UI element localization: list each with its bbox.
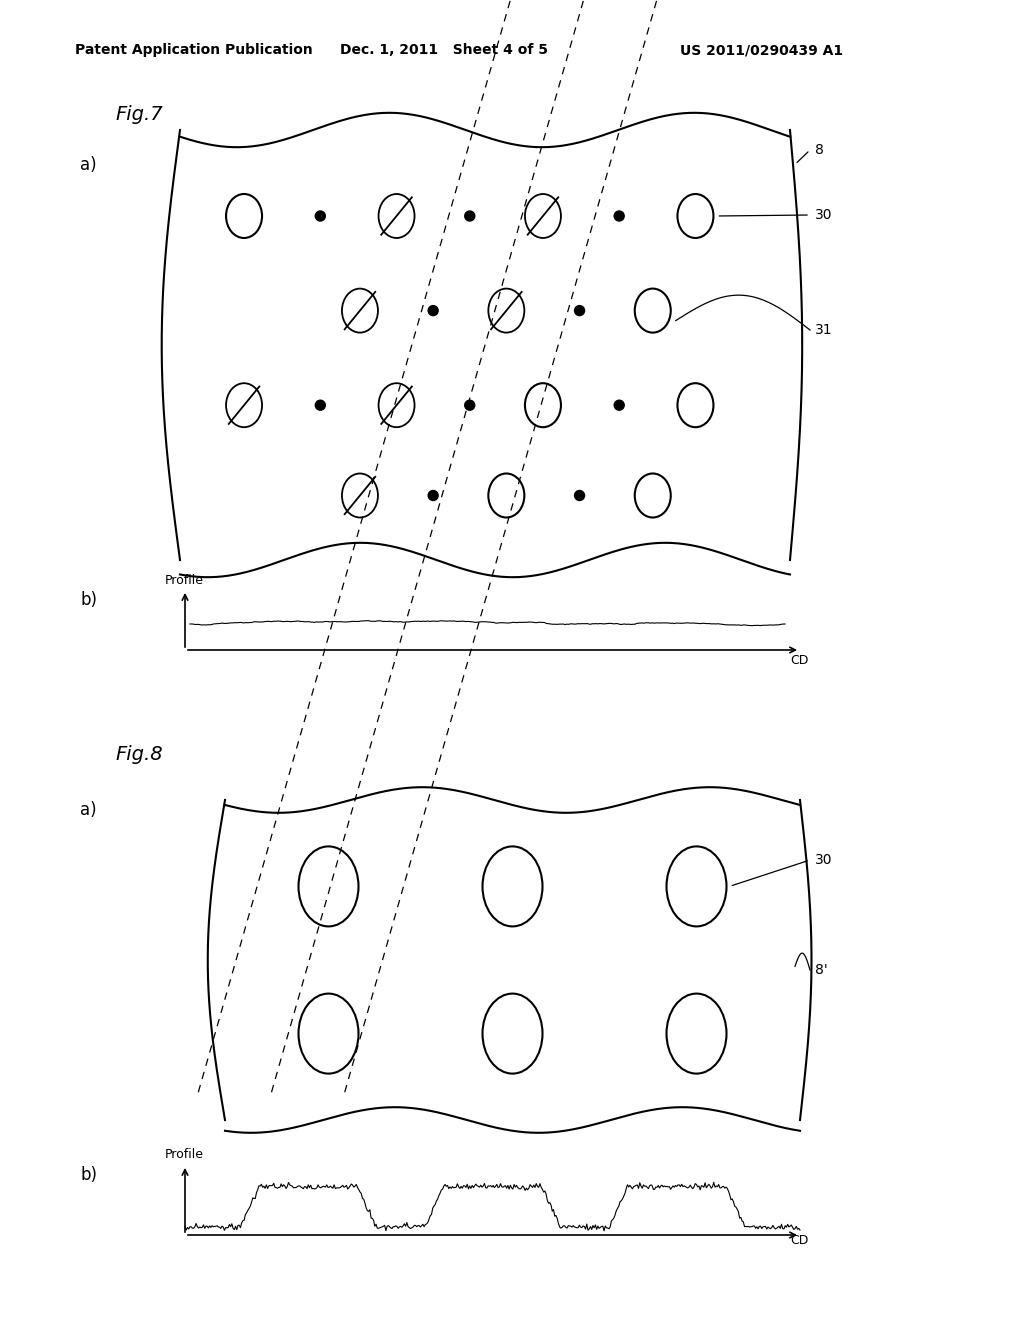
Text: 30: 30 xyxy=(815,853,833,867)
Text: CD: CD xyxy=(790,653,808,667)
Text: 8': 8' xyxy=(815,964,827,977)
Circle shape xyxy=(428,306,438,315)
Circle shape xyxy=(428,491,438,500)
Circle shape xyxy=(614,400,625,411)
Circle shape xyxy=(465,211,475,220)
Circle shape xyxy=(574,306,585,315)
Text: a): a) xyxy=(80,801,96,818)
Text: 8: 8 xyxy=(815,143,824,157)
Text: Fig.7: Fig.7 xyxy=(115,106,163,124)
Circle shape xyxy=(574,491,585,500)
Circle shape xyxy=(315,400,326,411)
Text: US 2011/0290439 A1: US 2011/0290439 A1 xyxy=(680,44,843,57)
Text: b): b) xyxy=(80,1166,97,1184)
Circle shape xyxy=(614,211,625,220)
Text: Profile: Profile xyxy=(165,1148,204,1162)
Text: Dec. 1, 2011   Sheet 4 of 5: Dec. 1, 2011 Sheet 4 of 5 xyxy=(340,44,548,57)
Text: 30: 30 xyxy=(815,209,833,222)
Text: b): b) xyxy=(80,591,97,609)
Text: Profile: Profile xyxy=(165,573,204,586)
Text: 31: 31 xyxy=(815,323,833,337)
Text: a): a) xyxy=(80,156,96,174)
Circle shape xyxy=(465,400,475,411)
Text: Fig.8: Fig.8 xyxy=(115,746,163,764)
Text: Patent Application Publication: Patent Application Publication xyxy=(75,44,312,57)
Circle shape xyxy=(315,211,326,220)
Text: CD: CD xyxy=(790,1233,808,1246)
